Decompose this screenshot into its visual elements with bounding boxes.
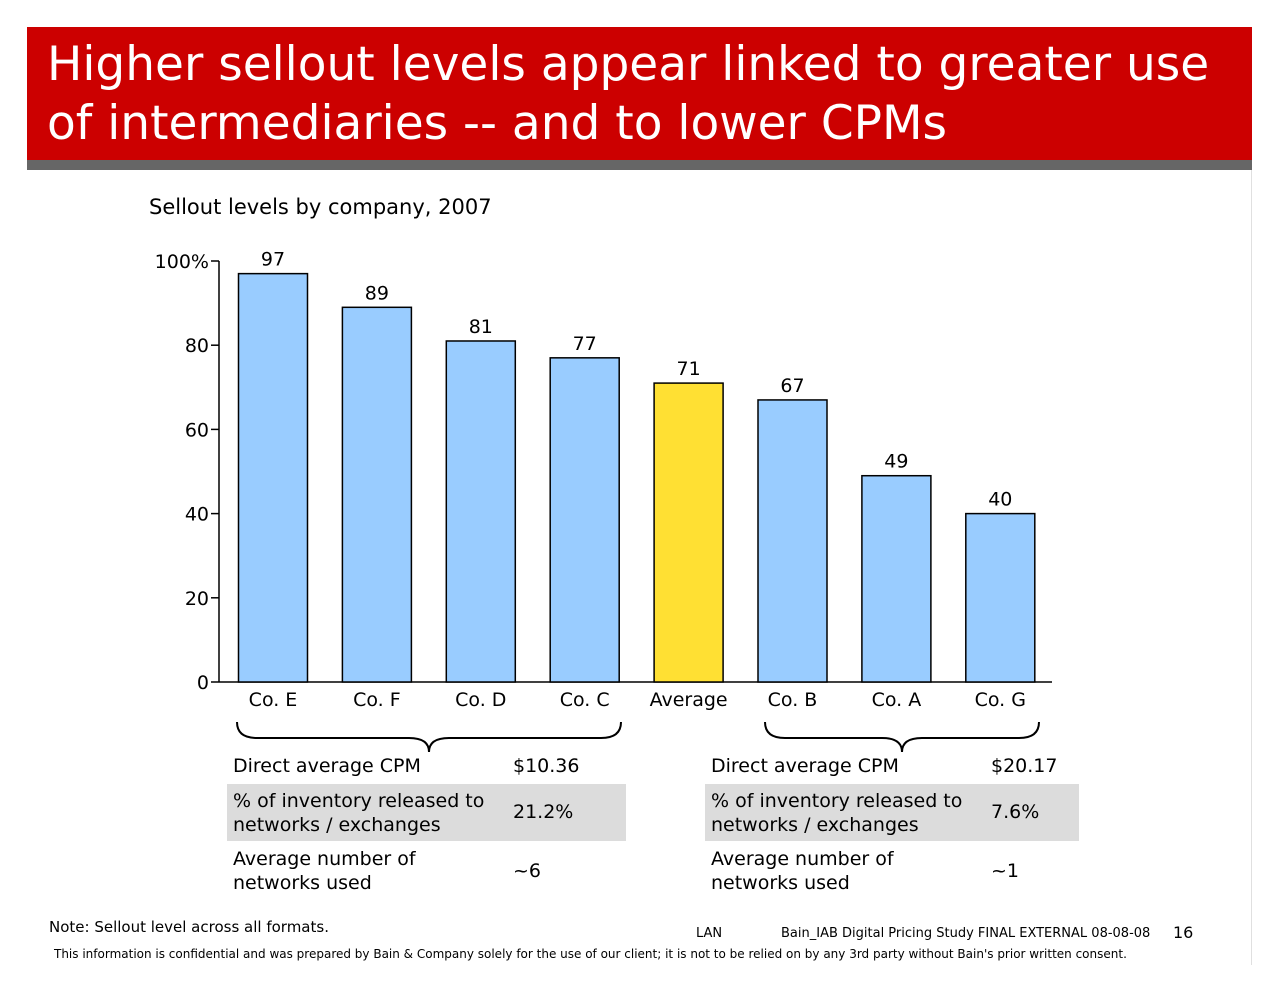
x-tick-label: Co. A [872, 689, 922, 711]
metric-value: $20.17 [991, 755, 1058, 777]
x-tick-label: Co. E [249, 689, 298, 711]
data-label: 67 [780, 375, 804, 397]
right-group-brace [764, 721, 1040, 753]
footer-document: Bain_IAB Digital Pricing Study FINAL EXT… [781, 926, 1151, 941]
data-label: 71 [677, 358, 701, 380]
y-tick-label: 0 [197, 672, 209, 694]
metric-label: % of inventory released to networks / ex… [233, 790, 485, 836]
metric-value: ~6 [513, 860, 542, 882]
data-label: 97 [261, 249, 285, 271]
slide-title: Higher sellout levels appear linked to g… [47, 37, 1210, 151]
metric-label: Average number of networks used [711, 848, 894, 894]
bar-co-b [757, 399, 828, 683]
footnote: Note: Sellout level across all formats. [49, 918, 329, 936]
table-row: % of inventory released to networks / ex… [227, 784, 626, 841]
right-border [1251, 170, 1252, 965]
bar-co-e [237, 272, 309, 683]
table-row: Direct average CPM $10.36 [227, 749, 626, 784]
page-number: 16 [1173, 923, 1194, 942]
bar-co-f [341, 306, 413, 683]
x-tick-label: Co. B [768, 689, 818, 711]
data-label: 49 [884, 451, 908, 473]
metric-value: 7.6% [991, 801, 1040, 823]
data-label: 89 [365, 282, 389, 304]
data-label: 40 [988, 489, 1012, 511]
left-group-brace [236, 721, 622, 753]
metric-label: % of inventory released to networks / ex… [711, 790, 963, 836]
right-metrics-table: Direct average CPM $20.17 % of inventory… [705, 749, 1079, 899]
x-tick-label: Co. G [975, 689, 1026, 711]
metric-label: Average number of networks used [233, 848, 416, 894]
bar-co-c [549, 357, 620, 683]
data-label: 81 [469, 316, 493, 338]
bar-co-d [445, 340, 517, 683]
bar-co-a [861, 474, 932, 683]
x-tick-label: Co. F [353, 689, 401, 711]
y-tick-label: 80 [185, 335, 209, 357]
table-row: % of inventory released to networks / ex… [705, 784, 1079, 841]
y-tick-label: 60 [185, 419, 209, 441]
table-row: Direct average CPM $20.17 [705, 749, 1079, 784]
metric-label: Direct average CPM [233, 755, 421, 777]
left-metrics-table: Direct average CPM $10.36 % of inventory… [227, 749, 626, 899]
footer-code: LAN [696, 926, 723, 941]
title-rule [27, 160, 1252, 170]
title-banner: Higher sellout levels appear linked to g… [27, 27, 1252, 170]
bar-average [653, 382, 724, 683]
metric-label: Direct average CPM [711, 755, 899, 777]
x-tick-label: Co. C [560, 689, 610, 711]
metric-value: 21.2% [513, 801, 574, 823]
y-tick-label: 100% [155, 251, 209, 273]
table-row: Average number of networks used ~6 [227, 841, 626, 899]
x-tick-label: Average [650, 689, 728, 711]
metric-value: $10.36 [513, 755, 580, 777]
bar-co-g [965, 512, 1036, 683]
table-row: Average number of networks used ~1 [705, 841, 1079, 899]
data-label: 77 [573, 333, 597, 355]
x-tick-label: Co. D [455, 689, 506, 711]
confidentiality-notice: This information is confidential and was… [54, 947, 1127, 961]
y-tick-label: 40 [185, 504, 209, 526]
metric-value: ~1 [991, 860, 1020, 882]
y-tick-label: 20 [185, 588, 209, 610]
chart-title: Sellout levels by company, 2007 [149, 195, 492, 219]
